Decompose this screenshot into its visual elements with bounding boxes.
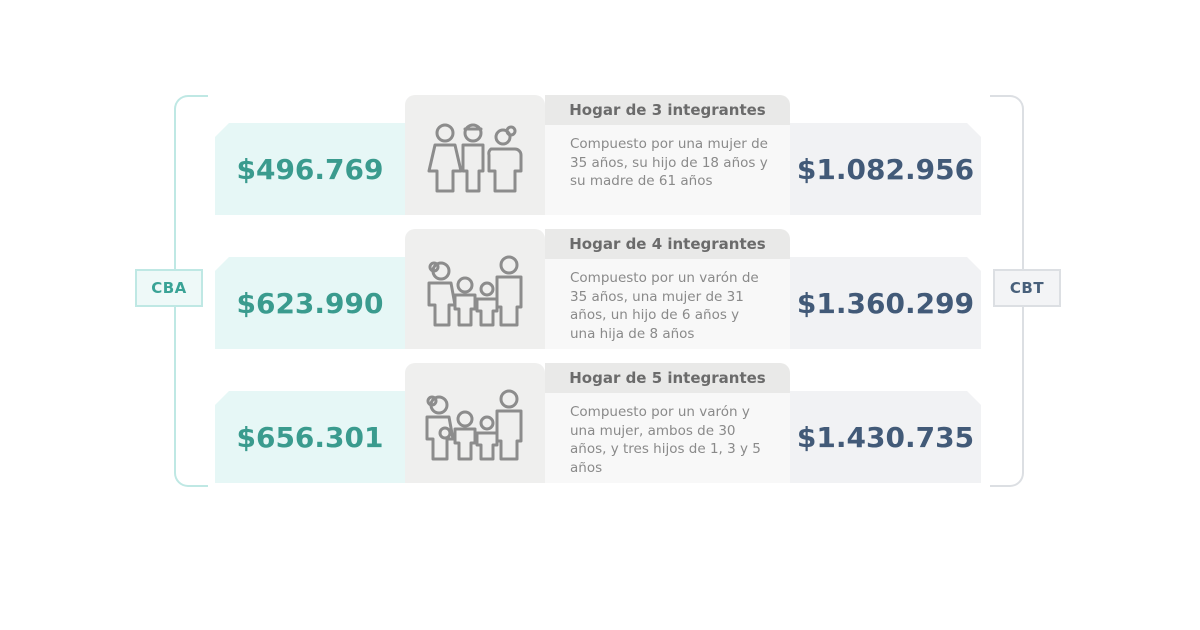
- cbt-value: $1.082.956: [796, 152, 975, 186]
- household-row-5: $656.301 Hogar de 5 integrantes Compuest…: [215, 363, 981, 483]
- cbt-panel: $1.430.735: [790, 391, 981, 483]
- cba-value: $656.301: [236, 420, 384, 454]
- household-row-4: $623.990 Hogar de 4 integrantes Compuest…: [215, 229, 981, 349]
- cba-panel: $656.301: [215, 391, 405, 483]
- household-title: Hogar de 5 integrantes: [545, 363, 790, 393]
- cba-panel: $623.990: [215, 257, 405, 349]
- cba-panel: $496.769: [215, 123, 405, 215]
- household-description: Compuesto por un varón y una mujer, ambo…: [545, 393, 790, 483]
- cbt-value: $1.360.299: [796, 286, 975, 320]
- icon-panel: [405, 229, 545, 349]
- cba-value: $496.769: [236, 152, 384, 186]
- cba-value: $623.990: [236, 286, 384, 320]
- cbt-panel: $1.082.956: [790, 123, 981, 215]
- household-title: Hogar de 3 integrantes: [545, 95, 790, 125]
- cba-label: CBA: [135, 269, 203, 307]
- household-row-3: $496.769 Hogar de 3 integrantes Compuest…: [215, 95, 981, 215]
- household-title: Hogar de 4 integrantes: [545, 229, 790, 259]
- cbt-value: $1.430.735: [796, 420, 975, 454]
- icon-panel: [405, 363, 545, 483]
- cbt-panel: $1.360.299: [790, 257, 981, 349]
- cbt-label: CBT: [993, 269, 1061, 307]
- icon-panel: [405, 95, 545, 215]
- household-description: Compuesto por una mujer de 35 años, su h…: [545, 125, 790, 215]
- household-description: Compuesto por un varón de 35 años, una m…: [545, 259, 790, 349]
